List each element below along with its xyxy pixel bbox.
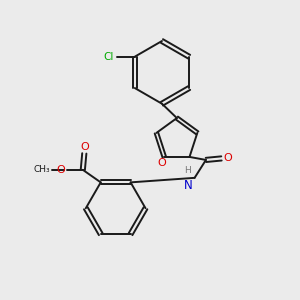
Text: O: O	[57, 165, 65, 175]
Text: O: O	[158, 158, 166, 168]
Text: CH₃: CH₃	[34, 165, 50, 174]
Text: O: O	[223, 153, 232, 164]
Text: O: O	[80, 142, 89, 152]
Text: H: H	[184, 166, 191, 175]
Text: N: N	[184, 179, 193, 192]
Text: Cl: Cl	[103, 52, 114, 62]
